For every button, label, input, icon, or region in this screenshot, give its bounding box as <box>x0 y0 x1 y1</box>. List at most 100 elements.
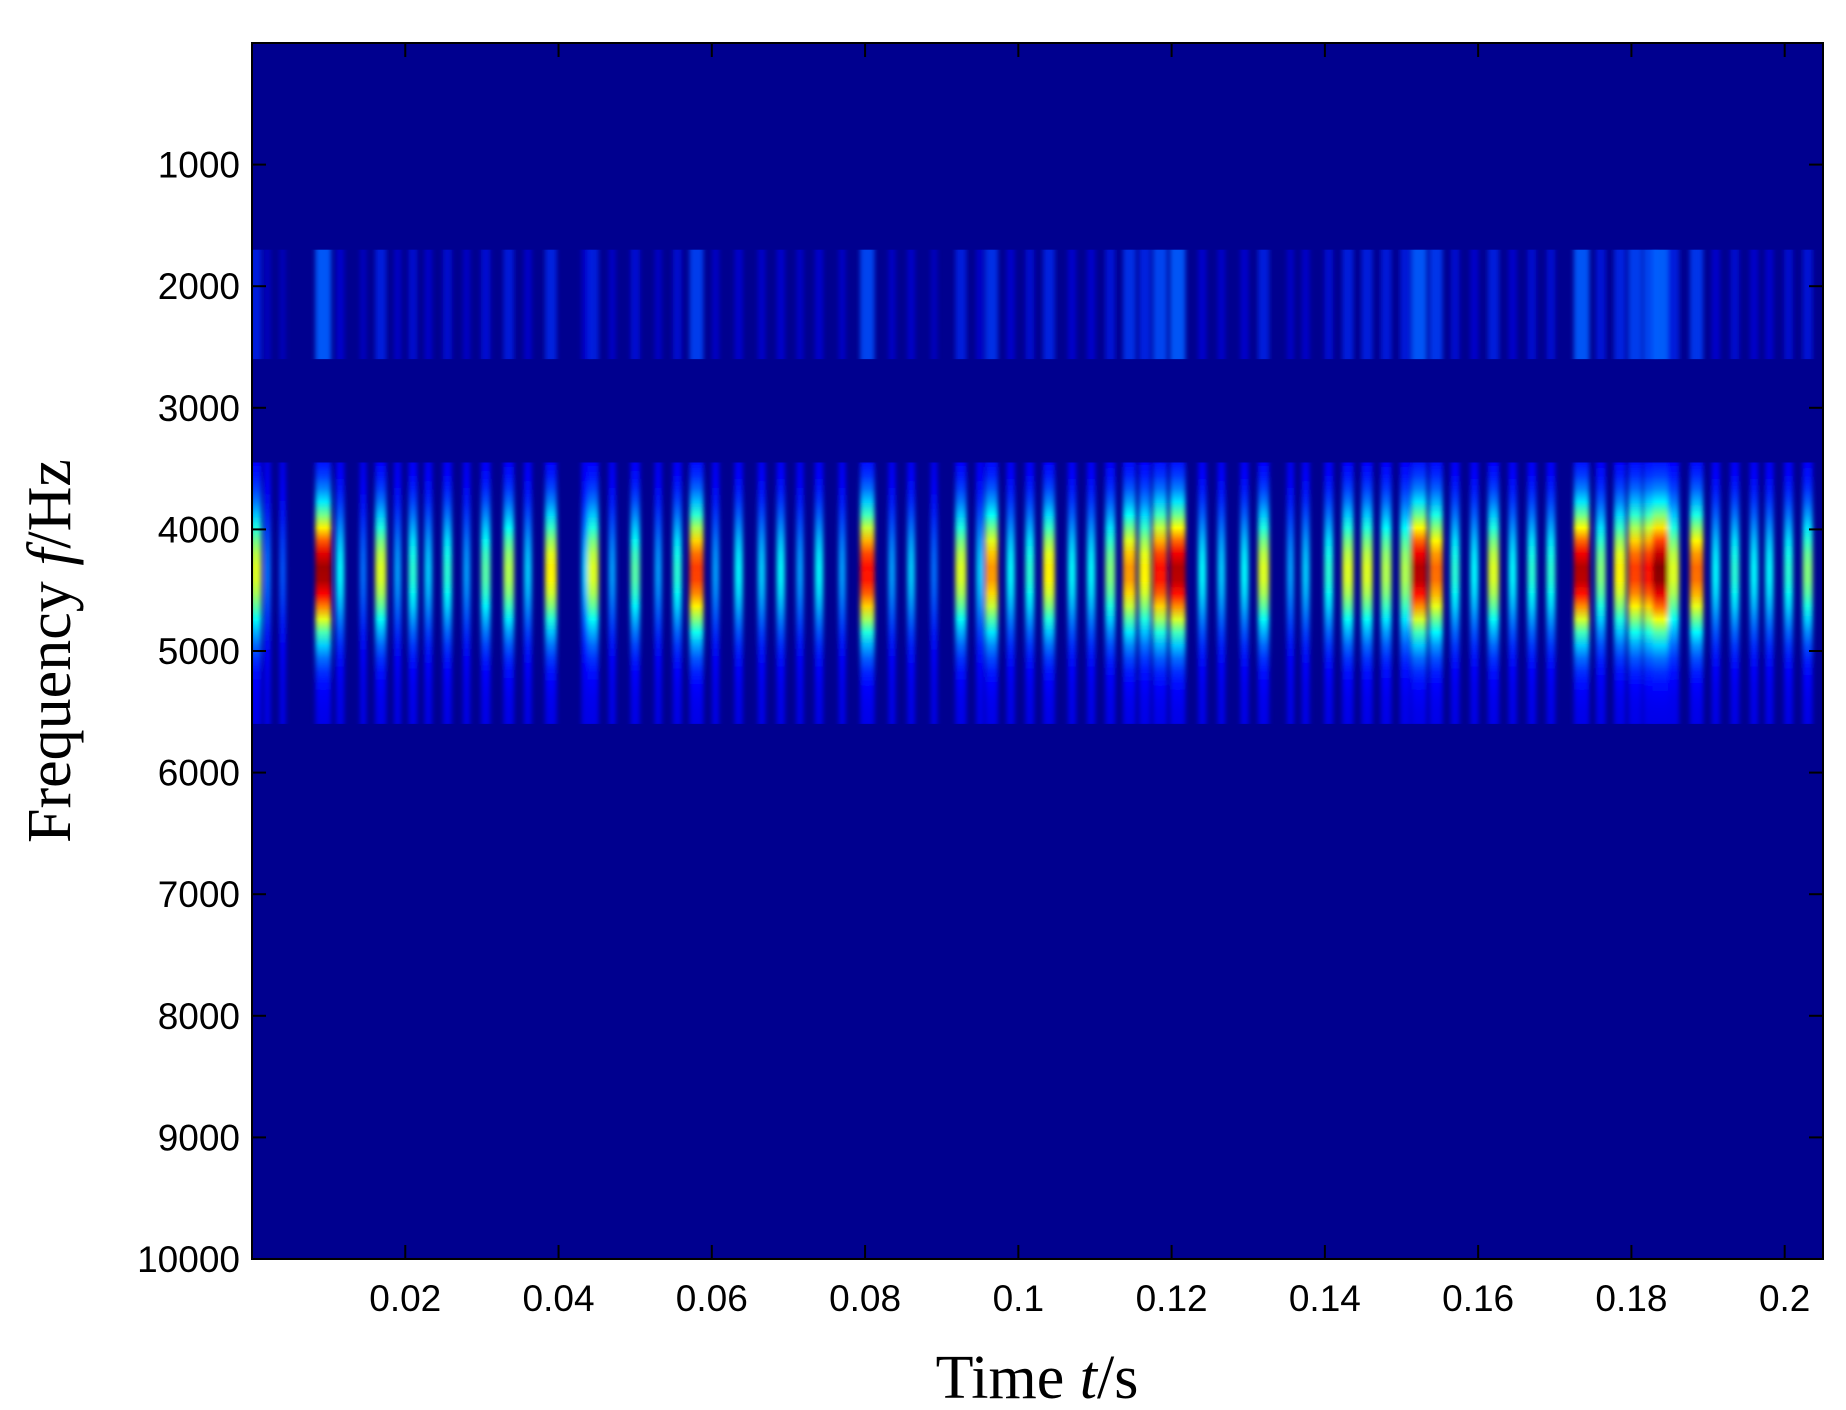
weak-band-mark <box>734 249 743 360</box>
impulse-band-mark <box>375 462 387 724</box>
weak-band-mark <box>1258 249 1270 360</box>
impulse-band-mark <box>712 462 720 724</box>
impulse-band-mark <box>524 462 532 724</box>
impulse-band-mark <box>408 462 418 724</box>
weak-band-mark <box>315 249 332 360</box>
weak-band-mark <box>1802 249 1813 360</box>
impulse-band-mark <box>503 462 514 724</box>
weak-band-mark <box>1730 249 1740 360</box>
x-tick-label: 0.16 <box>1442 1278 1514 1319</box>
weak-band-mark <box>1240 249 1249 360</box>
weak-band-mark <box>1198 249 1207 360</box>
weak-band-mark <box>907 249 915 360</box>
weak-band-mark <box>814 249 824 360</box>
impulse-band-mark <box>1668 462 1680 724</box>
impulse-band-mark <box>1067 462 1077 724</box>
impulse-band-mark <box>424 462 433 724</box>
weak-band-mark <box>1527 249 1537 360</box>
x-tick-label: 0.04 <box>523 1278 595 1319</box>
impulse-band-mark <box>1400 462 1411 724</box>
weak-band-mark <box>712 249 720 360</box>
impulse-band-mark <box>1152 462 1168 724</box>
impulse-band-mark <box>1765 462 1774 724</box>
impulse-band-mark <box>443 462 452 724</box>
impulse-band-mark <box>1749 462 1759 724</box>
impulse-band-mark <box>1450 462 1460 724</box>
weak-band-mark <box>608 249 616 360</box>
x-tick-label: 0.14 <box>1289 1278 1361 1319</box>
y-tick-label: 6000 <box>158 753 240 794</box>
weak-band-mark <box>1765 249 1774 360</box>
weak-band-mark <box>796 249 804 360</box>
weak-band-mark <box>1689 249 1704 360</box>
weak-band-mark <box>587 249 599 360</box>
x-tick-label: 0.2 <box>1759 1278 1810 1319</box>
x-tick-label: 0.1 <box>993 1278 1044 1319</box>
impulse-band-mark <box>1595 462 1606 724</box>
x-tick-labels: 0.02 0.04 0.06 0.08 0.1 0.12 0.14 0.16 0.18 0.2 <box>369 1278 1810 1319</box>
impulse-band-mark <box>757 462 766 724</box>
impulse-band-mark <box>1025 462 1035 724</box>
weak-band-mark <box>524 249 532 360</box>
weak-band-mark <box>264 249 271 360</box>
x-tick-label: 0.02 <box>369 1278 441 1319</box>
impulse-band-mark <box>315 462 332 724</box>
impulse-band-mark <box>860 462 875 724</box>
impulse-band-mark <box>930 462 938 724</box>
weak-band-mark <box>394 249 402 360</box>
weak-band-mark <box>1286 249 1294 360</box>
weak-band-mark <box>955 249 967 360</box>
impulse-band-mark <box>1258 462 1270 724</box>
y-tick-label: 9000 <box>158 1117 240 1158</box>
impulse-band-mark <box>814 462 824 724</box>
weak-band-mark <box>1652 249 1669 360</box>
impulse-band-mark <box>1546 462 1556 724</box>
impulse-band-mark <box>1730 462 1740 724</box>
impulse-band-mark <box>1487 462 1499 724</box>
impulse-band-mark <box>1711 462 1720 724</box>
impulse-band-mark <box>1043 462 1055 724</box>
heatmap-layer <box>252 249 1813 724</box>
impulse-band-mark <box>1324 462 1334 724</box>
weak-band-mark <box>672 249 682 360</box>
weak-band-mark <box>630 249 640 360</box>
impulse-band-mark <box>279 462 286 724</box>
weak-band-mark <box>1087 249 1096 360</box>
weak-band-mark <box>1380 249 1392 360</box>
impulse-band-mark <box>1170 462 1186 724</box>
weak-band-mark <box>1711 249 1720 360</box>
impulse-band-mark <box>776 462 785 724</box>
impulse-band-mark <box>985 462 998 724</box>
y-axis-label: Frequency f/Hz <box>16 459 84 843</box>
impulse-band-mark <box>581 462 590 724</box>
impulse-band-mark <box>1689 462 1704 724</box>
weak-band-mark <box>1342 249 1354 360</box>
impulse-band-mark <box>463 462 471 724</box>
y-tick-label: 1000 <box>158 145 240 186</box>
impulse-band-mark <box>1286 462 1294 724</box>
weak-band-mark <box>1123 249 1136 360</box>
impulse-band-mark <box>976 462 984 724</box>
impulse-band-mark <box>734 462 743 724</box>
weak-band-mark <box>545 249 557 360</box>
impulse-band-mark <box>955 462 967 724</box>
impulse-band-mark <box>264 462 271 724</box>
weak-band-mark <box>930 249 938 360</box>
weak-band-mark <box>1152 249 1168 360</box>
weak-band-mark <box>888 249 896 360</box>
impulse-band-mark <box>1217 462 1226 724</box>
impulse-band-mark <box>1614 462 1626 724</box>
weak-band-mark <box>1105 249 1116 360</box>
impulse-band-mark <box>1429 462 1443 724</box>
weak-band-mark <box>581 249 590 360</box>
weak-band-mark <box>1470 249 1479 360</box>
impulse-band-mark <box>1508 462 1517 724</box>
y-tick-label: 2000 <box>158 266 240 307</box>
impulse-band-mark <box>1784 462 1793 724</box>
impulse-band-mark <box>1628 462 1643 724</box>
impulse-band-mark <box>587 462 599 724</box>
y-tick-labels: 1000 2000 3000 4000 5000 6000 7000 8000 9000 1000… <box>137 145 240 1280</box>
weak-band-mark <box>408 249 418 360</box>
impulse-band-mark <box>838 462 846 724</box>
